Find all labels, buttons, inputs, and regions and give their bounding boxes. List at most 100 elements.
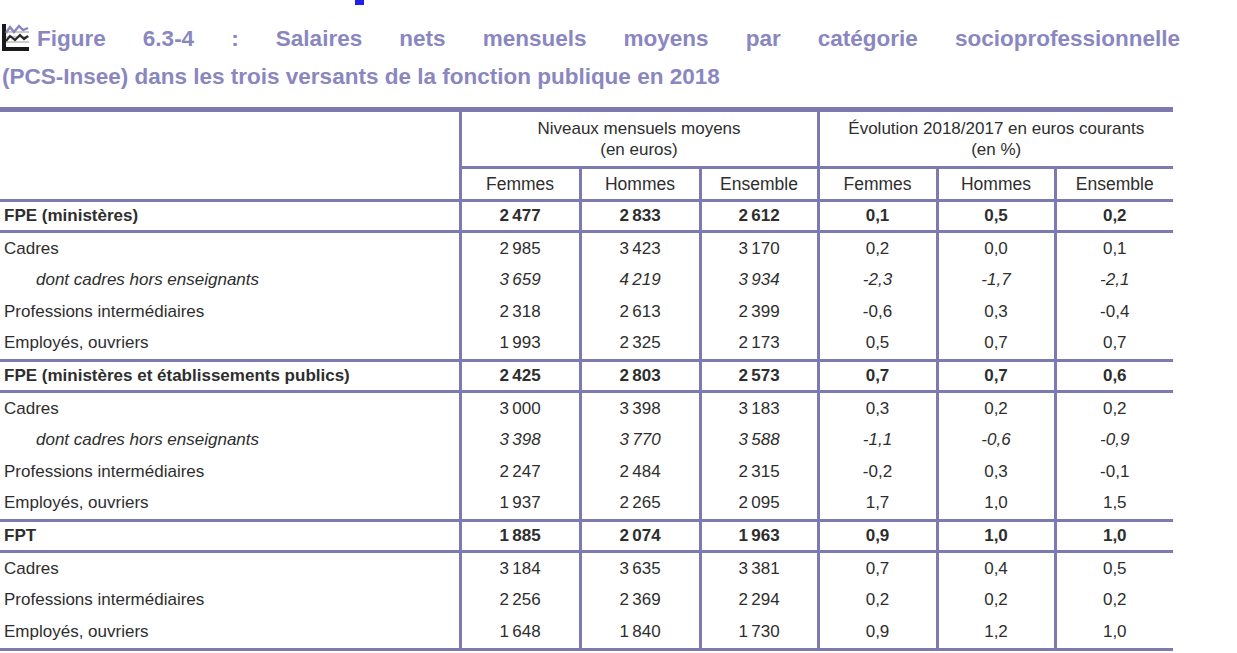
column-header-ensemble-evol: Ensemble xyxy=(1055,168,1173,201)
cell-value: 2 833 xyxy=(580,201,700,232)
cropped-blue-artifact xyxy=(355,0,364,5)
document-page: { "colors": { "border_purple": "#7d79b1"… xyxy=(0,0,1237,653)
column-header-ensemble-levels: Ensemble xyxy=(700,168,818,201)
cell-value: -0,6 xyxy=(937,425,1055,457)
cell-value: 2 265 xyxy=(580,488,700,521)
row-label: FPE (ministères et établissements public… xyxy=(0,361,460,392)
cell-value: 2 803 xyxy=(580,361,700,392)
column-header-femmes-levels: Femmes xyxy=(460,168,580,201)
cell-value: 1 885 xyxy=(460,521,580,552)
cell-value: 3 423 xyxy=(580,232,700,265)
table-row: Employés, ouvriers1 9932 3252 1730,50,70… xyxy=(0,328,1173,361)
cell-value: 1,0 xyxy=(1055,521,1173,552)
cell-value: 0,0 xyxy=(937,232,1055,265)
group-header-levels: Niveaux mensuels moyens (en euros) xyxy=(460,110,818,168)
cell-value: 3 000 xyxy=(460,392,580,425)
group-header-levels-title: Niveaux mensuels moyens xyxy=(462,118,817,139)
table-body: FPE (ministères)2 4772 8332 6120,10,50,2… xyxy=(0,201,1173,650)
group-header-evolution-unit: (en %) xyxy=(820,139,1174,160)
table-row: Cadres2 9853 4233 1700,20,00,1 xyxy=(0,232,1173,265)
cell-value: 0,9 xyxy=(818,616,937,649)
cell-value: -0,2 xyxy=(818,456,937,488)
cell-value: 3 398 xyxy=(460,425,580,457)
cell-value: 2 294 xyxy=(700,585,818,617)
cell-value: 3 659 xyxy=(460,265,580,297)
cell-value: 0,6 xyxy=(1055,361,1173,392)
cell-value: 2 484 xyxy=(580,456,700,488)
cell-value: 2 369 xyxy=(580,585,700,617)
row-label: dont cadres hors enseignants xyxy=(0,425,460,457)
cell-value: 0,7 xyxy=(818,552,937,585)
cell-value: 0,2 xyxy=(818,232,937,265)
cell-value: -1,7 xyxy=(937,265,1055,297)
cell-value: 0,2 xyxy=(937,585,1055,617)
cell-value: 1,0 xyxy=(937,521,1055,552)
cell-value: 1,0 xyxy=(1055,616,1173,649)
row-label: Employés, ouvriers xyxy=(0,488,460,521)
cell-value: 0,4 xyxy=(937,552,1055,585)
cell-value: 2 612 xyxy=(700,201,818,232)
cell-value: 0,2 xyxy=(818,585,937,617)
figure-label: Figure 6.3-4 : xyxy=(37,26,239,51)
cell-value: 3 170 xyxy=(700,232,818,265)
cell-value: 0,1 xyxy=(1055,232,1173,265)
table-row: dont cadres hors enseignants3 6594 2193 … xyxy=(0,265,1173,297)
cell-value: -0,9 xyxy=(1055,425,1173,457)
cell-value: 2 095 xyxy=(700,488,818,521)
row-label: FPT xyxy=(0,521,460,552)
table-row: Cadres3 1843 6353 3810,70,40,5 xyxy=(0,552,1173,585)
cell-value: 1,0 xyxy=(937,488,1055,521)
group-header-evolution-title: Évolution 2018/2017 en euros courants xyxy=(820,118,1174,139)
cell-value: 2 315 xyxy=(700,456,818,488)
cell-value: -0,6 xyxy=(818,296,937,328)
cell-value: 3 183 xyxy=(700,392,818,425)
cell-value: 0,3 xyxy=(937,456,1055,488)
table-row: Professions intermédiaires2 2472 4842 31… xyxy=(0,456,1173,488)
cell-value: 0,9 xyxy=(818,521,937,552)
row-label: Cadres xyxy=(0,552,460,585)
cell-value: 0,7 xyxy=(1055,328,1173,361)
figure-title-line2: (PCS-Insee) dans les trois versants de l… xyxy=(2,60,1180,93)
table-row: Employés, ouvriers1 6481 8401 7300,91,21… xyxy=(0,616,1173,649)
cell-value: -2,1 xyxy=(1055,265,1173,297)
cell-value: 2 318 xyxy=(460,296,580,328)
row-label: Professions intermédiaires xyxy=(0,585,460,617)
table-group-header-row: Niveaux mensuels moyens (en euros) Évolu… xyxy=(0,110,1173,168)
cell-value: 0,3 xyxy=(818,392,937,425)
row-label: Employés, ouvriers xyxy=(0,616,460,649)
cell-value: 2 425 xyxy=(460,361,580,392)
cell-value: 2 477 xyxy=(460,201,580,232)
cell-value: 1,2 xyxy=(937,616,1055,649)
salaries-table: Niveaux mensuels moyens (en euros) Évolu… xyxy=(0,107,1173,651)
cell-value: 0,1 xyxy=(818,201,937,232)
cell-value: 1 937 xyxy=(460,488,580,521)
table-row: Employés, ouvriers1 9372 2652 0951,71,01… xyxy=(0,488,1173,521)
cell-value: 1 963 xyxy=(700,521,818,552)
cell-value: 3 635 xyxy=(580,552,700,585)
table-row: FPE (ministères et établissements public… xyxy=(0,361,1173,392)
cell-value: -2,3 xyxy=(818,265,937,297)
cell-value: 1,5 xyxy=(1055,488,1173,521)
column-header-hommes-evol: Hommes xyxy=(937,168,1055,201)
cell-value: 2 985 xyxy=(460,232,580,265)
cell-value: -1,1 xyxy=(818,425,937,457)
row-label: FPE (ministères) xyxy=(0,201,460,232)
figure-title-text: Salaires nets mensuels moyens par catégo… xyxy=(276,26,1180,51)
cell-value: 2 173 xyxy=(700,328,818,361)
cell-value: 2 573 xyxy=(700,361,818,392)
cell-value: 1 648 xyxy=(460,616,580,649)
line-chart-icon xyxy=(2,24,31,60)
cell-value: 0,2 xyxy=(1055,392,1173,425)
cell-value: 2 325 xyxy=(580,328,700,361)
cell-value: 3 381 xyxy=(700,552,818,585)
row-label: Cadres xyxy=(0,232,460,265)
cell-value: 4 219 xyxy=(580,265,700,297)
cell-value: 0,5 xyxy=(1055,552,1173,585)
group-header-levels-unit: (en euros) xyxy=(462,139,817,160)
cell-value: 2 613 xyxy=(580,296,700,328)
cell-value: 2 074 xyxy=(580,521,700,552)
table-row: FPE (ministères)2 4772 8332 6120,10,50,2 xyxy=(0,201,1173,232)
row-label: Employés, ouvriers xyxy=(0,328,460,361)
cell-value: 3 934 xyxy=(700,265,818,297)
row-label: Cadres xyxy=(0,392,460,425)
